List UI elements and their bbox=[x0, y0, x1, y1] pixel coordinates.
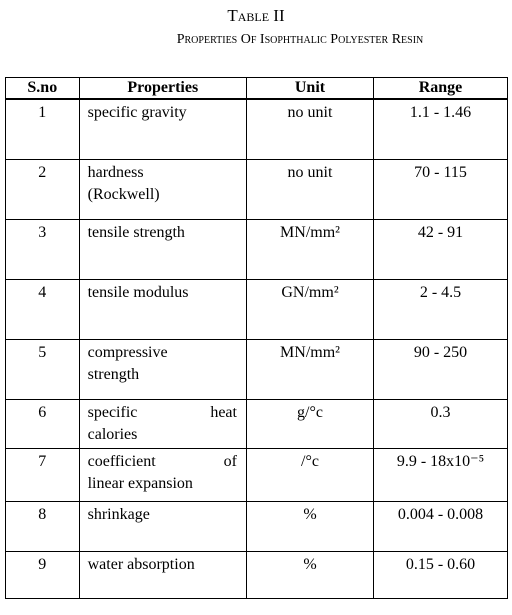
table-row: 5 compressive strength MN/mm² 90 - 250 bbox=[5, 338, 508, 400]
cell: % bbox=[245, 550, 375, 599]
cell-line: hardness bbox=[87, 163, 144, 181]
cell: 0.004 - 0.008 bbox=[373, 500, 508, 552]
cell-line: specific gravity bbox=[87, 104, 187, 121]
cell: 9.9 - 18x10⁻⁵ bbox=[373, 447, 508, 502]
table-row: 1 specific gravity no unit 1.1 - 1.46 bbox=[5, 98, 508, 160]
cell-line: specific heat bbox=[87, 403, 237, 421]
cell: no unit bbox=[245, 98, 375, 160]
cell: g/°c bbox=[245, 398, 375, 449]
cell-line: tensile modulus bbox=[87, 283, 189, 301]
table-subtitle: Properties Of Isophthalic Polyester Resi… bbox=[176, 32, 424, 47]
cell: 90 - 250 bbox=[373, 338, 508, 400]
cell: specific heat calories bbox=[78, 398, 247, 449]
cell: % bbox=[245, 500, 375, 552]
cell-line: tensile strength bbox=[87, 223, 185, 241]
cell: tensile modulus bbox=[78, 278, 247, 340]
cell: 8 bbox=[5, 500, 80, 552]
cell-line: coefficient of bbox=[87, 452, 237, 470]
column-header: S.no bbox=[5, 77, 80, 100]
cell: 0.15 - 0.60 bbox=[373, 550, 508, 599]
table-row: 9 water absorption% 0.15 - 0.60 bbox=[5, 550, 508, 599]
properties-table: S.no Properties Unit Range 1 specific gravit… bbox=[5, 77, 508, 599]
table-row: 2 hardness (Rockwell) no unit 70 - 115 bbox=[5, 158, 508, 220]
cell: 2 bbox=[5, 158, 80, 220]
cell: 0.3 bbox=[373, 398, 508, 449]
cell: compressive strength bbox=[78, 338, 247, 400]
table-row: 3 tensile strength MN/mm² 42 - 91 bbox=[5, 218, 508, 280]
cell: 2 - 4.5 bbox=[373, 278, 508, 340]
table-row: 7 coefficient of linear expansion /°c 9.9 - … bbox=[5, 447, 508, 502]
cell: /°c bbox=[245, 447, 375, 502]
table-row: 4 tensile modulus GN/mm² 2 - 4.5 bbox=[5, 278, 508, 340]
column-header: Range bbox=[373, 77, 508, 100]
cell-line: compressive bbox=[87, 343, 168, 361]
cell: 4 bbox=[5, 278, 80, 340]
cell: 3 bbox=[5, 218, 80, 280]
cell: water absorption bbox=[78, 550, 247, 599]
cell: MN/mm² bbox=[245, 338, 375, 400]
cell: 6 bbox=[5, 398, 80, 449]
cell-line: linear expansion bbox=[87, 474, 193, 492]
cell-line: calories bbox=[87, 425, 138, 443]
cell-line: strength bbox=[87, 365, 140, 383]
cell: MN/mm² bbox=[245, 218, 375, 280]
cell: tensile strength bbox=[78, 218, 247, 280]
cell: specific gravity bbox=[78, 98, 247, 160]
column-header: Unit bbox=[245, 77, 375, 100]
cell: no unit bbox=[245, 158, 375, 220]
cell: 42 - 91 bbox=[373, 218, 508, 280]
cell: 1 bbox=[5, 98, 80, 160]
cell: 5 bbox=[5, 338, 80, 400]
table-title: Table II bbox=[227, 6, 285, 25]
cell: shrinkage bbox=[78, 500, 247, 552]
column-header: Properties bbox=[78, 77, 247, 100]
header-row: S.no Properties Unit Range bbox=[5, 77, 508, 100]
cell: 70 - 115 bbox=[373, 158, 508, 220]
cell: 1.1 - 1.46 bbox=[373, 98, 508, 160]
cell: 9 bbox=[5, 550, 80, 599]
cell: hardness (Rockwell) bbox=[78, 158, 247, 220]
cell-line: (Rockwell) bbox=[87, 185, 160, 203]
cell: coefficient of linear expansion bbox=[78, 447, 247, 502]
table-row: 8 shrinkage% 0.004 - 0.008 bbox=[5, 500, 508, 552]
table-row: 6 specific heat calories g/°c 0.3 bbox=[5, 398, 508, 449]
cell-line: water absorption bbox=[87, 555, 195, 573]
cell: 7 bbox=[5, 447, 80, 502]
cell: GN/mm² bbox=[245, 278, 375, 340]
cell-line: shrinkage bbox=[87, 505, 150, 523]
